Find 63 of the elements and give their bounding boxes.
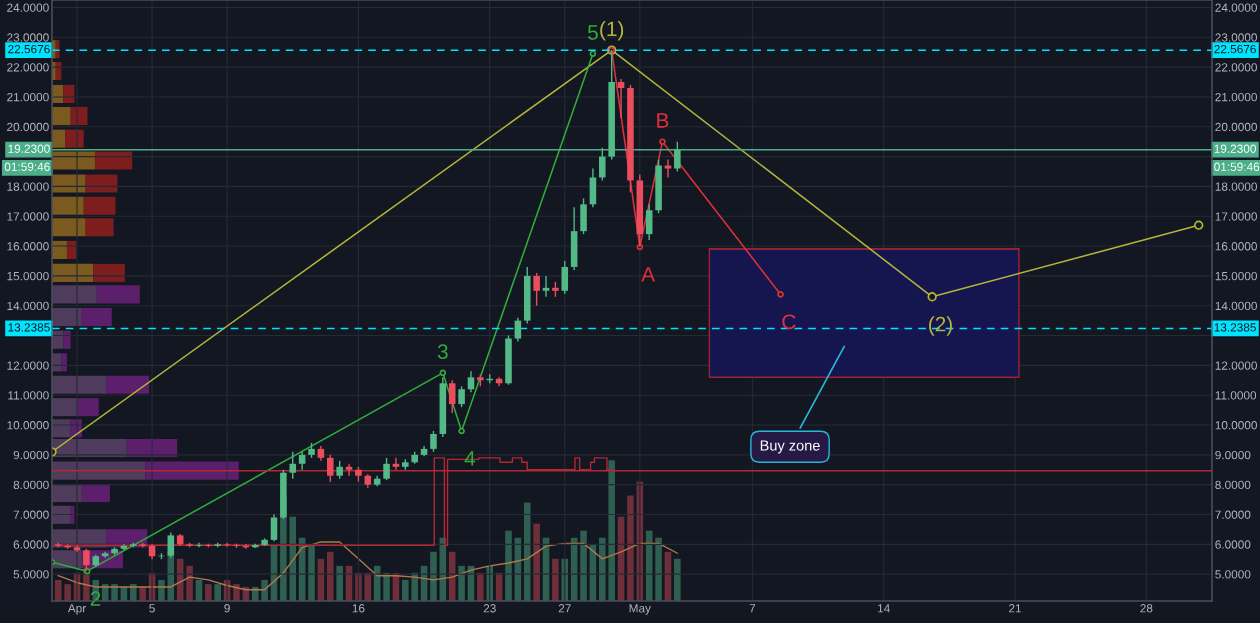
annotation: C — [782, 314, 796, 330]
x-tick-label: 23 — [483, 604, 496, 613]
text: 01:59:46 — [4, 162, 50, 171]
x-tick-label: 14 — [878, 604, 890, 613]
y2-tick-label: 9.0000 — [1215, 450, 1251, 460]
y-tick-label: 22.0000 — [7, 63, 49, 72]
y2-tick-label: 14.0000 — [1215, 301, 1257, 311]
y-tick-label: 20.0000 — [7, 122, 49, 132]
y2-tick-label: 15.0000 — [1215, 271, 1257, 281]
y2-tick-label: 6.0000 — [1215, 540, 1251, 549]
y2-tick-label: 21.0000 — [1215, 92, 1257, 102]
y-tick-label: 23.0000 — [7, 33, 49, 42]
y-tick-label: 8.0000 — [13, 480, 49, 490]
ref-line-label: 13.2385 — [8, 323, 50, 332]
y-tick-label: 15.0000 — [7, 271, 49, 281]
y-tick-label: 16.0000 — [7, 242, 49, 251]
text: 22.5676 — [1214, 44, 1256, 54]
y2-tick-label: 7.0000 — [1215, 510, 1251, 519]
y-tick-label: 10.0000 — [7, 421, 49, 430]
x-tick-label: 9 — [224, 604, 230, 613]
annotation: Buy zone — [760, 440, 820, 454]
y2-tick-label: 11.0000 — [1215, 391, 1257, 400]
ref-line-label: 19.2300 — [8, 144, 50, 153]
text: 01:59:46 — [1214, 162, 1260, 171]
annotation: (1) — [600, 20, 624, 41]
x-tick-label: Apr — [67, 604, 86, 615]
y-tick-label: 6.0000 — [13, 540, 49, 549]
x-tick-label: 28 — [1140, 604, 1153, 613]
y2-tick-label: 23.0000 — [1215, 33, 1257, 42]
y-tick-label: 11.0000 — [8, 391, 49, 400]
text: 13.2385 — [1214, 323, 1256, 332]
y2-tick-label: 18.0000 — [1215, 182, 1257, 191]
y2-tick-label: 24.0000 — [1215, 3, 1257, 12]
y-tick-label: 9.0000 — [13, 450, 49, 460]
text: 19.2300 — [1214, 144, 1256, 153]
y-tick-label: 17.0000 — [7, 212, 49, 221]
y2-tick-label: 22.0000 — [1215, 63, 1257, 72]
y-tick-label: 21.0000 — [7, 92, 49, 102]
y-tick-label: 24.0000 — [7, 3, 49, 12]
y-tick-label: 5.0000 — [13, 570, 49, 579]
x-tick-label: May — [629, 604, 651, 615]
y-tick-label: 12.0000 — [7, 361, 49, 370]
x-tick-label: 7 — [749, 604, 756, 613]
y2-tick-label: 16.0000 — [1215, 242, 1257, 251]
ref-line-label: 22.5676 — [8, 44, 50, 54]
annotation: B — [657, 113, 669, 128]
x-tick-label: 16 — [352, 604, 365, 613]
y-tick-label: 18.0000 — [7, 182, 49, 191]
x-tick-label: 21 — [1009, 604, 1022, 613]
y2-tick-label: 12.0000 — [1215, 361, 1257, 370]
y-tick-label: 7.0000 — [13, 510, 49, 519]
y2-tick-label: 10.0000 — [1215, 421, 1257, 430]
y2-tick-label: 5.0000 — [1215, 570, 1251, 579]
x-tick-label: 27 — [558, 604, 571, 613]
annotation: 5 — [587, 25, 598, 40]
annotation: 3 — [437, 344, 448, 359]
y-tick-label: 14.0000 — [7, 301, 49, 311]
y2-tick-label: 17.0000 — [1215, 212, 1257, 221]
x-tick-label: 5 — [149, 604, 155, 613]
annotation: A — [641, 267, 656, 282]
y2-tick-label: 8.0000 — [1215, 480, 1251, 490]
annotation: 2 — [90, 591, 101, 606]
y2-tick-label: 20.0000 — [1215, 122, 1257, 132]
